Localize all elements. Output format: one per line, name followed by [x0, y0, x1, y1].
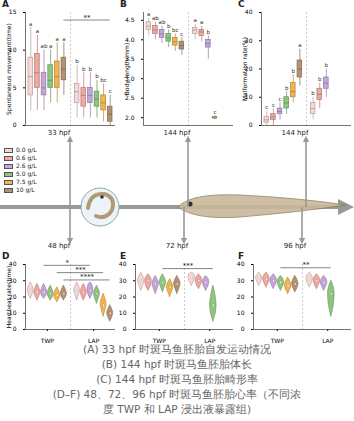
html-text:A: A [2, 0, 9, 9]
svg-text:0: 0 [241, 325, 245, 332]
html-text:F: F [238, 251, 245, 261]
html-text:33 hpf: 33 hpf [47, 129, 71, 137]
svg-text:15: 15 [9, 8, 17, 15]
svg-text:a: a [56, 36, 59, 42]
html-text:7.5 g/L: 7.5 g/L [16, 178, 37, 185]
svg-text:0: 0 [123, 325, 127, 332]
svg-text:b: b [311, 90, 315, 96]
svg-text:b: b [207, 29, 211, 35]
svg-text:a: a [36, 28, 39, 34]
html-text:2.6 g/L: 2.6 g/L [16, 162, 37, 169]
svg-text:40: 40 [245, 8, 253, 15]
svg-text:b: b [167, 23, 171, 29]
svg-text:b: b [82, 66, 86, 72]
html-text:10 g/L: 10 g/L [16, 186, 35, 193]
svg-text:c: c [279, 96, 282, 102]
svg-text:3.5: 3.5 [125, 55, 135, 63]
html-text:度 TWP 和 LAP 浸出液暴露组): 度 TWP 和 LAP 浸出液暴露组) [102, 403, 252, 415]
svg-text:10: 10 [8, 46, 17, 54]
svg-text:****: **** [80, 273, 95, 281]
svg-text:c: c [180, 31, 183, 37]
svg-text:***: *** [183, 262, 194, 270]
svg-text:a: a [29, 21, 32, 27]
html-text:C: C [238, 0, 245, 9]
svg-text:Heartbeat rate(time): Heartbeat rate(time) [5, 266, 12, 329]
html-text:(C) 144 hpf 时斑马鱼胚胎畸形率: (C) 144 hpf 时斑马鱼胚胎畸形率 [96, 373, 258, 385]
svg-text:0: 0 [13, 121, 17, 128]
svg-text:ab: ab [152, 15, 159, 22]
svg-text:0: 0 [249, 121, 253, 128]
svg-text:40: 40 [237, 260, 245, 267]
svg-text:40: 40 [119, 260, 127, 267]
svg-text:c: c [109, 88, 112, 94]
svg-text:2.5: 2.5 [125, 94, 135, 102]
svg-text:20: 20 [237, 293, 245, 300]
svg-text:b: b [95, 73, 99, 79]
html-text:D: D [2, 251, 10, 261]
html-text:5.0 g/L: 5.0 g/L [16, 170, 37, 177]
svg-text:0: 0 [13, 325, 17, 332]
svg-text:bc: bc [172, 27, 179, 33]
svg-text:a: a [200, 19, 203, 25]
svg-text:5: 5 [13, 84, 17, 91]
svg-text:20: 20 [8, 292, 17, 300]
html-text:48 hpf: 48 hpf [47, 242, 71, 250]
html-text:(B) 144 hpf 时斑马鱼胚胎体长: (B) 144 hpf 时斑马鱼胚胎体长 [101, 358, 253, 370]
html-text:E: E [120, 251, 127, 261]
svg-text:Body length(mm): Body length(mm) [123, 43, 131, 96]
svg-text:**: ** [303, 261, 311, 269]
svg-text:10: 10 [8, 309, 17, 317]
svg-text:30: 30 [119, 277, 127, 284]
html-text:72 hpf: 72 hpf [165, 242, 189, 250]
svg-text:Malformation rate(%): Malformation rate(%) [241, 37, 248, 101]
svg-text:30: 30 [8, 276, 17, 284]
svg-text:LAP: LAP [204, 337, 216, 344]
svg-text:30: 30 [244, 36, 253, 44]
svg-text:LAP: LAP [88, 337, 100, 344]
svg-text:2.0: 2.0 [125, 114, 135, 121]
svg-text:10: 10 [119, 309, 127, 316]
svg-text:10: 10 [244, 93, 253, 101]
svg-text:ab: ab [41, 43, 48, 49]
svg-text:4.5: 4.5 [125, 16, 135, 23]
svg-text:a: a [49, 43, 52, 49]
svg-text:4.0: 4.0 [125, 36, 135, 43]
svg-text:b: b [75, 58, 79, 64]
html-text:96 hpf: 96 hpf [283, 242, 307, 250]
html-text:(A) 33 hpf 时斑马鱼胚胎自发运动情况: (A) 33 hpf 时斑马鱼胚胎自发运动情况 [83, 343, 271, 355]
svg-text:b: b [285, 85, 289, 91]
svg-text:c: c [272, 102, 275, 108]
html-text:144 hpf: 144 hpf [281, 129, 309, 137]
svg-text:40: 40 [8, 260, 17, 268]
svg-text:a: a [147, 11, 150, 17]
svg-text:c: c [265, 104, 268, 110]
svg-text:bc: bc [100, 77, 107, 83]
svg-text:3.0: 3.0 [125, 74, 135, 82]
html-text:B: B [120, 0, 127, 9]
html-text:0.0 g/L: 0.0 g/L [16, 146, 37, 153]
svg-text:Spontaneous movement(time): Spontaneous movement(time) [5, 23, 13, 115]
svg-text:c: c [213, 109, 216, 115]
svg-text:a: a [193, 17, 196, 23]
svg-text:LAP: LAP [322, 337, 334, 344]
svg-text:b: b [318, 76, 322, 82]
svg-text:TWP: TWP [152, 337, 167, 344]
html-text:144 hpf: 144 hpf [163, 129, 191, 137]
svg-text:*: * [65, 259, 69, 267]
svg-text:TWP: TWP [40, 337, 55, 344]
svg-text:b: b [325, 62, 329, 68]
html-text:0.6 g/L: 0.6 g/L [16, 154, 37, 161]
svg-text:10: 10 [237, 309, 245, 316]
svg-text:30: 30 [237, 277, 245, 284]
svg-text:ab: ab [159, 19, 166, 25]
svg-text:TWP: TWP [270, 337, 285, 344]
svg-text:a: a [62, 36, 65, 42]
svg-text:a: a [298, 42, 301, 48]
svg-text:b: b [89, 66, 93, 72]
svg-text:20: 20 [119, 293, 127, 300]
svg-text:b: b [292, 68, 296, 74]
svg-text:**: ** [84, 14, 92, 22]
html-text:(D–F) 48、72、96 hpf 时斑马鱼胚胎心率（不同: (D–F) 48、72、96 hpf 时斑马鱼胚胎心率（不同浓 [52, 388, 302, 400]
svg-text:20: 20 [244, 64, 253, 72]
